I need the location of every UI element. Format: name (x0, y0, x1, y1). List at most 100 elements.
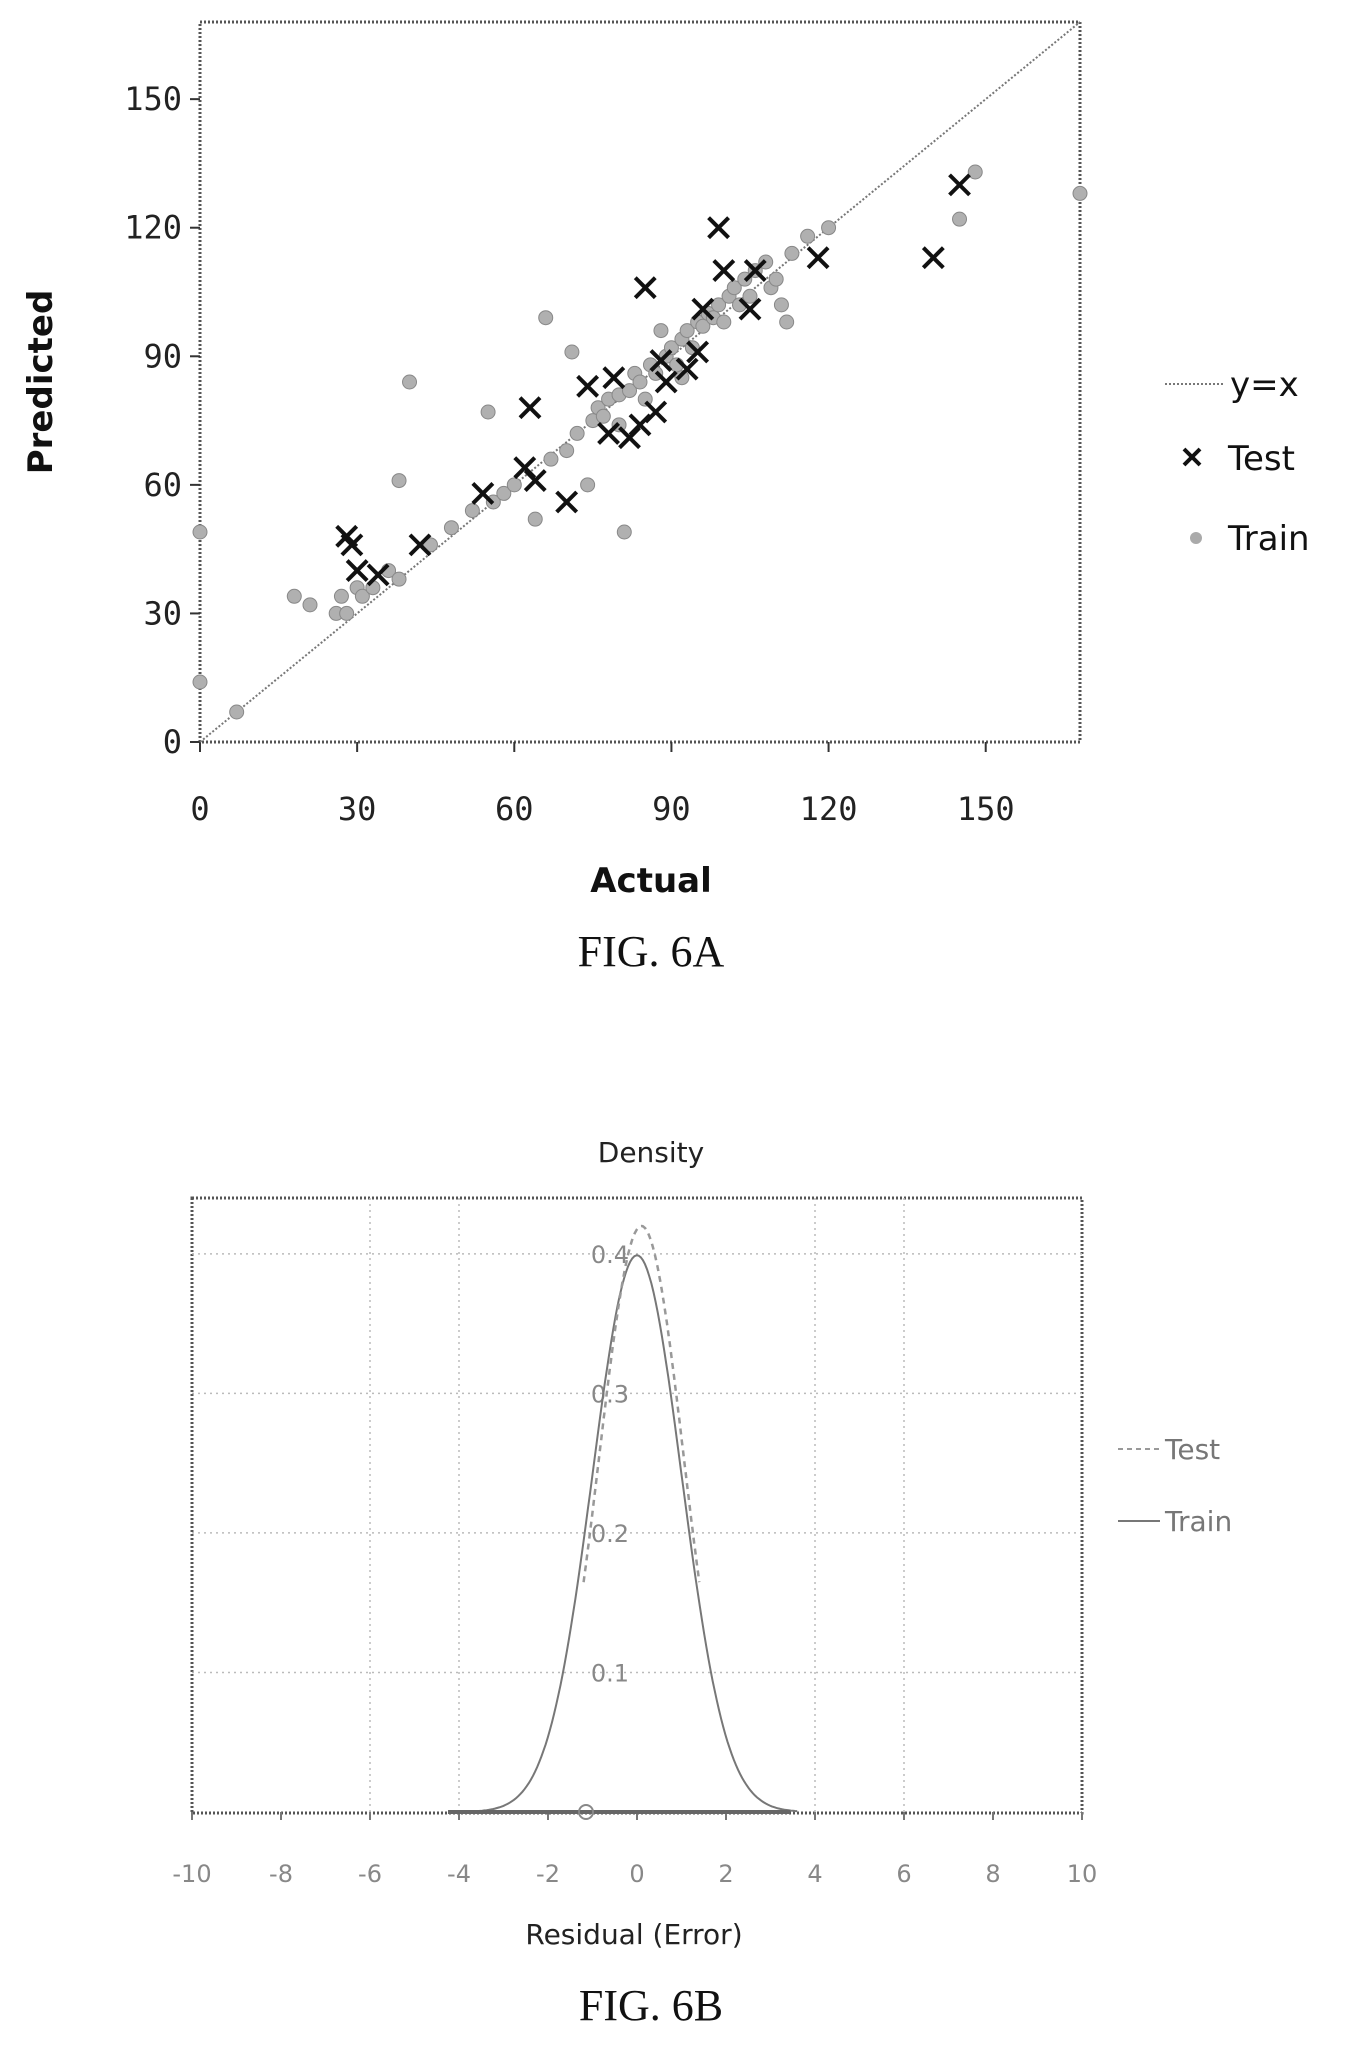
caption-fig-6a: FIG. 6A (578, 927, 725, 976)
train-point (768, 271, 784, 287)
density-x-tick-label: -8 (269, 1860, 293, 1888)
scatter-chart: 0 30 60 90 120 150 0 30 60 90 120 150 Actual Predi… (21, 20, 1310, 976)
density-y-tick-label: 0.2 (591, 1520, 629, 1548)
density-x-tick-label: 6 (896, 1860, 911, 1888)
x-tick-label: 0 (190, 790, 209, 828)
density-title: Density (598, 1136, 704, 1169)
y-tick-label: 30 (143, 594, 182, 632)
train-point (391, 571, 407, 587)
train-point (391, 473, 407, 489)
train-point (616, 524, 632, 540)
legend-train-marker (1190, 532, 1202, 544)
train-point (595, 408, 611, 424)
test-point (518, 396, 542, 420)
density-x-tick-label: -2 (536, 1860, 560, 1888)
legend-test-label: Test (1227, 439, 1295, 479)
train-point (653, 323, 669, 339)
train-point (679, 323, 695, 339)
test-point (675, 357, 699, 381)
x-axis-ticks: 0 30 60 90 120 150 (190, 742, 1015, 828)
train-point (506, 477, 522, 493)
test-point (597, 422, 620, 445)
y-axis-label: Predicted (21, 290, 61, 475)
test-point (743, 259, 767, 282)
train-point (742, 288, 758, 304)
test-point (712, 259, 736, 282)
legend-yx-label: y=x (1230, 365, 1299, 405)
test-point (345, 559, 369, 582)
density-x-tick-label: 0 (629, 1860, 644, 1888)
train-point (711, 297, 727, 313)
legend-test-marker (1182, 447, 1202, 467)
test-point (948, 173, 971, 197)
test-point (707, 216, 730, 240)
train-point (333, 588, 349, 604)
train-point (229, 704, 245, 720)
density-y-tick-label: 0.3 (591, 1380, 629, 1408)
train-point (726, 280, 742, 296)
density-plot-area (190, 1196, 1084, 1815)
train-point (559, 443, 575, 459)
test-point (555, 490, 579, 514)
density-x-tick-label: 8 (985, 1860, 1000, 1888)
train-point (527, 511, 543, 527)
test-point (523, 469, 547, 492)
density-x-tick-label: -10 (172, 1860, 211, 1888)
x-tick-label: 90 (652, 790, 691, 828)
legend-train-density-label: Train (1164, 1505, 1232, 1538)
train-point (339, 605, 355, 621)
train-point (632, 374, 648, 390)
test-point (738, 297, 762, 321)
test-density-curve (582, 1224, 701, 1583)
train-point (543, 451, 559, 467)
y-tick-label: 120 (124, 209, 182, 247)
density-y-ticks: 0.1 0.2 0.3 0.4 (591, 1241, 629, 1688)
train-point (580, 477, 596, 493)
y-axis-ticks: 0 30 60 90 120 150 (124, 80, 200, 761)
test-point (628, 413, 652, 437)
density-chart: Density 0.10.20.30.4 -10 -8 -6 -4 -2 0 2 4 6 8 10 … (172, 1136, 1232, 2030)
density-x-tick-label: 2 (718, 1860, 733, 1888)
train-point (564, 344, 580, 360)
train-point (569, 425, 585, 441)
train-point (800, 228, 816, 244)
train-point (354, 588, 370, 604)
test-point (806, 246, 830, 270)
density-y-tick-label: 0.1 (591, 1659, 629, 1687)
density-gridlines (192, 1198, 1082, 1812)
x-tick-label: 30 (338, 790, 377, 828)
y-tick-label: 60 (143, 466, 182, 504)
train-point (302, 597, 318, 613)
y-tick-label: 90 (143, 337, 182, 375)
x-tick-label: 150 (957, 790, 1015, 828)
test-point (654, 370, 678, 394)
density-x-tick-label: -6 (358, 1860, 382, 1888)
baseline-marker (578, 1804, 594, 1820)
test-point (644, 400, 668, 424)
train-point (716, 314, 732, 330)
train-point (967, 164, 983, 180)
test-point (921, 246, 945, 270)
x-axis-label: Actual (590, 861, 712, 901)
train-point (674, 370, 690, 386)
train-point (773, 297, 789, 313)
test-point (686, 340, 710, 364)
x-tick-label: 60 (495, 790, 534, 828)
train-point (952, 211, 968, 227)
train-density-curve (459, 1254, 798, 1813)
test-point (691, 297, 715, 321)
legend-train-label: Train (1227, 519, 1310, 559)
train-point (779, 314, 795, 330)
train-point (821, 220, 837, 236)
test-point (649, 349, 673, 372)
legend-test-density-label: Test (1164, 1433, 1220, 1466)
density-x-axis-label: Residual (Error) (525, 1918, 742, 1951)
train-point (784, 245, 800, 261)
x-tick-label: 120 (800, 790, 858, 828)
test-point (366, 563, 390, 587)
test-point (471, 482, 495, 505)
density-x-tick-label: 4 (807, 1860, 822, 1888)
y-tick-label: 150 (124, 80, 182, 118)
legend: y=x Test Train (1165, 365, 1310, 559)
